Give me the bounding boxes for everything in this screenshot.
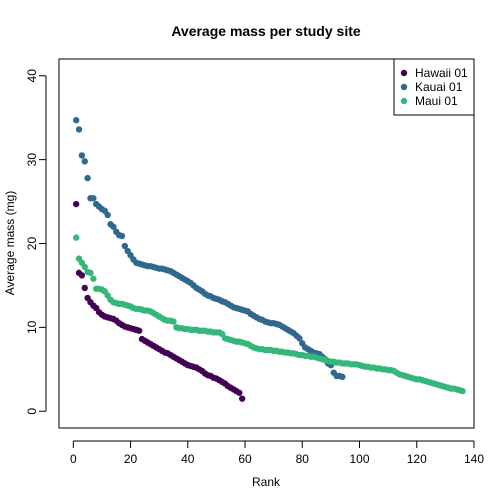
point-kauai-01 xyxy=(75,126,83,133)
legend-box xyxy=(393,58,475,116)
point-maui-01 xyxy=(459,387,466,395)
point-kauai-01 xyxy=(339,373,346,381)
data-points xyxy=(72,117,466,402)
x-axis-label: Rank xyxy=(252,475,281,489)
legend-marker xyxy=(400,97,408,105)
x-tick-label: 120 xyxy=(407,452,427,466)
x-axis: 0 20 40 60 80 100 120 140 xyxy=(70,440,484,466)
point-kauai-01 xyxy=(296,335,303,342)
y-tick-label: 0 xyxy=(25,408,39,415)
point-hawaii-01 xyxy=(135,327,143,334)
x-tick-label: 60 xyxy=(238,452,252,466)
point-maui-01 xyxy=(87,269,94,277)
point-kauai-01 xyxy=(90,195,97,202)
x-tick-label: 0 xyxy=(70,452,77,466)
point-hawaii-01 xyxy=(81,284,88,292)
point-maui-01 xyxy=(170,318,177,325)
point-kauai-01 xyxy=(81,158,88,165)
y-axis: 0 10 20 30 40 xyxy=(25,69,47,415)
y-tick-label: 10 xyxy=(25,320,39,334)
point-kauai-01 xyxy=(110,223,117,230)
legend-label: Maui 01 xyxy=(415,94,458,108)
plot-frame xyxy=(58,58,475,429)
x-tick-label: 100 xyxy=(350,452,370,466)
x-tick-label: 40 xyxy=(181,452,195,466)
y-axis-label: Average mass (mg) xyxy=(3,191,17,295)
point-kauai-01 xyxy=(118,232,126,240)
legend-label: Hawaii 01 xyxy=(415,66,468,80)
point-kauai-01 xyxy=(121,242,129,250)
point-kauai-01 xyxy=(72,117,80,124)
point-hawaii-01 xyxy=(78,272,86,279)
point-hawaii-01 xyxy=(236,389,243,396)
point-maui-01 xyxy=(90,275,97,282)
y-tick-label: 30 xyxy=(25,153,39,167)
legend-label: Kauai 01 xyxy=(415,80,463,94)
point-kauai-01 xyxy=(78,152,86,159)
point-hawaii-01 xyxy=(238,395,246,402)
y-tick-label: 40 xyxy=(25,69,39,83)
point-hawaii-01 xyxy=(72,200,80,208)
legend-marker xyxy=(400,69,408,77)
y-tick-label: 20 xyxy=(25,237,39,251)
point-maui-01 xyxy=(72,234,80,241)
x-tick-label: 20 xyxy=(124,452,138,466)
chart-title: Average mass per study site xyxy=(171,23,361,39)
point-kauai-01 xyxy=(84,174,91,182)
x-tick-label: 80 xyxy=(296,452,310,466)
x-tick-label: 140 xyxy=(464,452,484,466)
point-maui-01 xyxy=(81,263,88,271)
legend-marker xyxy=(400,83,408,91)
point-kauai-01 xyxy=(104,211,111,219)
